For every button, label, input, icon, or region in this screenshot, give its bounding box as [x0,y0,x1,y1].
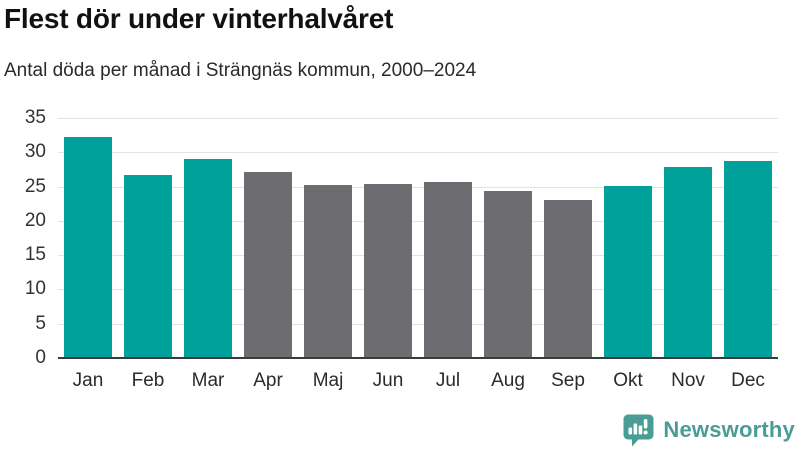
y-tick-label-0: 0 [35,347,46,368]
x-tick-label-jul: Jul [435,370,461,391]
bar-maj [304,185,352,358]
x-tick-label-apr: Apr [253,370,283,391]
gridline-30 [58,152,778,154]
bar-sep [544,200,592,358]
bar-jan [64,137,112,358]
plot-area: 0 5 10 15 20 25 30 35 Jan Feb Mar Apr Maj Jun Jul Aug Se… [25,107,778,391]
chart-title: Flest dör under vinterhalvåret [4,3,394,34]
gridline-5 [58,323,778,325]
y-tick-label-15: 15 [24,244,46,266]
bar-jul [424,182,472,358]
y-tick-label-30: 30 [24,141,46,163]
x-tick-label-okt: Okt [613,370,643,391]
y-tick-label-25: 25 [24,175,46,197]
x-tick-label-dec: Dec [731,370,765,391]
x-axis-baseline [58,356,778,359]
x-tick-label-aug: Aug [491,370,525,391]
newsworthy-logo-icon [623,414,654,447]
bar-aug [484,191,532,358]
bar-dec [724,160,772,358]
x-tick-label-feb: Feb [131,370,165,391]
gridline-20 [58,220,778,222]
gridline-25 [58,186,778,188]
y-tick-label-5: 5 [35,312,46,334]
y-tick-label-20: 20 [24,209,46,231]
bar-okt [604,185,652,358]
gridline-15 [58,255,778,257]
brand-footer: Newsworthy [622,412,795,448]
x-tick-label-nov: Nov [671,370,705,391]
x-tick-label-mar: Mar [191,370,225,391]
y-tick-label-10: 10 [24,278,46,300]
bar-mar [184,159,232,358]
x-tick-label-jan: Jan [72,370,104,391]
gridline-10 [58,289,778,291]
bar-jun [364,183,412,358]
chart-subtitle: Antal döda per månad i Strängnäs kommun,… [4,60,477,81]
bar-apr [244,172,292,358]
x-tick-label-jun: Jun [372,370,404,391]
x-tick-label-sep: Sep [551,370,585,391]
bar-nov [664,167,712,358]
gridline-35 [58,118,778,119]
x-tick-label-maj: Maj [312,370,344,391]
bar-feb [124,174,172,358]
y-tick-label-35: 35 [24,107,46,128]
brand-name: Newsworthy [663,417,795,442]
